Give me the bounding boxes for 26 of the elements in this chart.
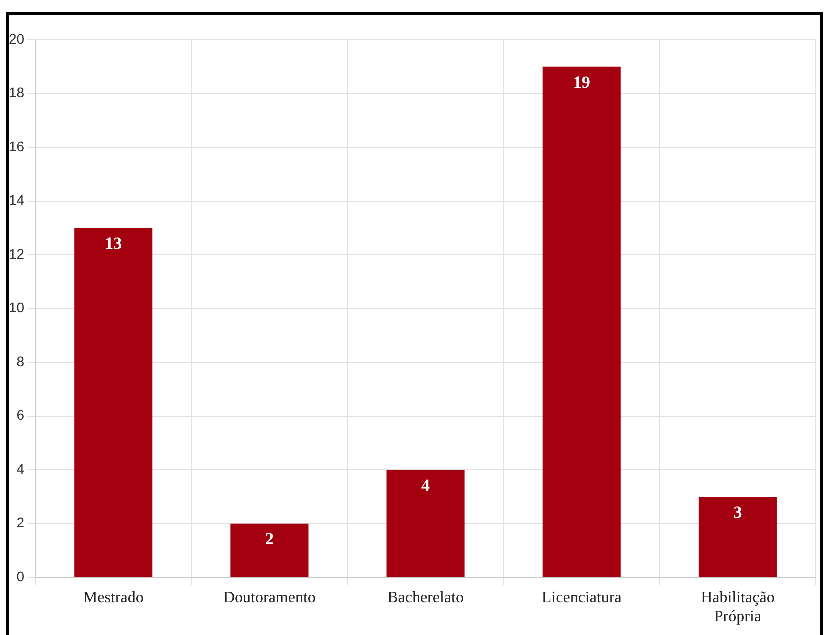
x-tick-label: Licenciatura	[542, 589, 622, 606]
y-tick-label: 8	[16, 353, 25, 370]
y-tick-label: 6	[16, 407, 25, 424]
y-tick-label: 20	[8, 30, 25, 47]
data-label: 19	[573, 72, 590, 92]
x-tick-label: Bacherelato	[388, 589, 464, 606]
bar	[230, 524, 309, 578]
y-tick-label: 14	[8, 192, 25, 208]
data-label: 13	[105, 234, 122, 254]
x-tick-label: Mestrado	[83, 589, 144, 606]
data-label: 3	[734, 502, 742, 522]
data-label: 4	[422, 476, 431, 495]
x-tick-label: Doutoramento	[223, 589, 316, 606]
bar	[74, 228, 153, 578]
y-tick-label: 12	[8, 246, 25, 262]
data-label: 2	[265, 530, 274, 549]
x-tick-label: Habilitação Própria	[701, 589, 775, 626]
bar	[698, 496, 777, 578]
bar	[542, 66, 621, 578]
y-tick-label: 10	[8, 300, 25, 316]
y-tick-label: 2	[16, 514, 25, 531]
y-tick-label: 4	[16, 460, 25, 477]
y-tick-label: 16	[8, 138, 25, 154]
y-tick-label: 0	[16, 568, 25, 584]
bar	[386, 470, 465, 578]
y-tick-label: 18	[8, 84, 25, 101]
